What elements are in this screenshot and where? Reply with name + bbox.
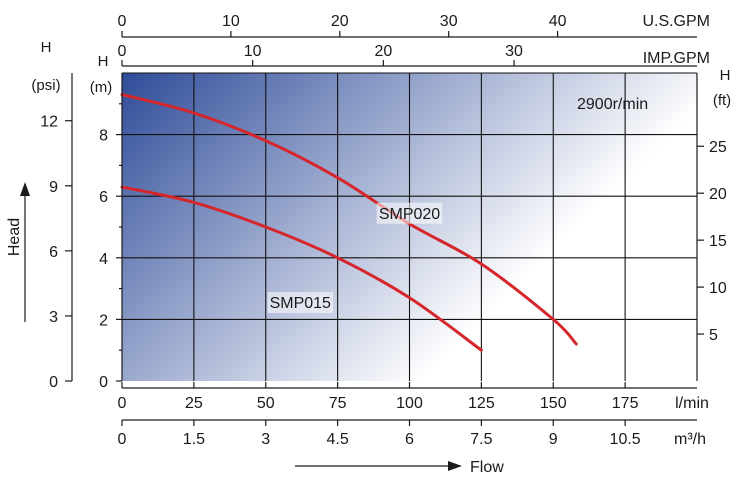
y-ft-tick-label: 15 [709, 233, 727, 250]
x-usgpm-tick-label: 10 [222, 13, 240, 30]
x-lmin-tick-label: 0 [118, 395, 127, 412]
x-usgpm-unit: U.S.GPM [642, 13, 710, 30]
x-m3h-unit: m³/h [674, 431, 706, 448]
y-psi-tick-label: 0 [49, 374, 58, 391]
x-usgpm-tick-label: 40 [549, 13, 567, 30]
x-lmin-tick-label: 125 [468, 395, 495, 412]
x-impgpm-tick-label: 20 [374, 43, 392, 60]
x-impgpm-unit: IMP.GPM [643, 50, 710, 67]
y-ft-tick-label: 10 [709, 280, 727, 297]
x-impgpm-tick-label: 10 [244, 43, 262, 60]
x-m3h-tick-label: 9 [549, 431, 558, 448]
y-psi-tick-label: 9 [49, 179, 58, 196]
x-m3h-tick-label: 3 [261, 431, 270, 448]
y-m-tick-label: 6 [99, 189, 108, 206]
curve-label-bg [376, 202, 443, 224]
x-lmin-tick-label: 175 [612, 395, 639, 412]
y-ft-tick-label: 5 [709, 327, 718, 344]
x-usgpm-tick-label: 30 [440, 13, 458, 30]
x-lmin-tick-label: 100 [396, 395, 423, 412]
x-impgpm-tick-label: 0 [118, 43, 127, 60]
y-psi-tick-label: 3 [49, 309, 58, 326]
y-ft-unit-top: H [720, 67, 731, 84]
curve-label-smp020: SMP020 [379, 206, 440, 223]
curve-label-bg [267, 292, 334, 314]
x-m3h-tick-label: 6 [405, 431, 414, 448]
y-psi-unit-top: H [41, 39, 52, 56]
x-m3h-tick-label: 0 [118, 431, 127, 448]
y-m-unit-bottom: (m) [90, 79, 113, 96]
x-usgpm-tick-label: 20 [331, 13, 349, 30]
y-m-unit-top: H [98, 53, 109, 70]
y-m-tick-label: 8 [99, 128, 108, 145]
axes: 0 2 4 6 8 H (m) 0 3 6 9 12 H (psi) 5 10 15 20 25 H (ft) 0 25 50… [31, 13, 731, 448]
curve-smp015 [120, 185, 483, 352]
arrow-up-icon [20, 182, 30, 196]
y-m-tick-label: 2 [99, 312, 108, 329]
x-m3h-tick-label: 7.5 [470, 431, 492, 448]
y-m-tick-label: 4 [99, 251, 108, 268]
x-m3h-tick-label: 10.5 [610, 431, 641, 448]
flow-label: Flow [470, 459, 504, 476]
x-m3h-tick-label: 4.5 [327, 431, 349, 448]
x-impgpm-tick-label: 30 [505, 43, 523, 60]
x-lmin-tick-label: 25 [185, 395, 203, 412]
y-psi-unit-bottom: (psi) [31, 77, 60, 94]
y-ft-tick-label: 20 [709, 186, 727, 203]
y-psi-tick-label: 12 [40, 114, 58, 131]
x-lmin-unit: l/min [675, 395, 709, 412]
arrow-right-icon [448, 461, 462, 471]
x-m3h-tick-label: 1.5 [183, 431, 205, 448]
flow-axis-title: Flow [295, 459, 504, 476]
x-lmin-tick-label: 150 [540, 395, 567, 412]
y-psi-tick-label: 6 [49, 244, 58, 261]
x-lmin-tick-label: 50 [257, 395, 275, 412]
y-m-tick-label: 0 [99, 374, 108, 391]
head-label: Head [6, 218, 23, 256]
x-usgpm-tick-label: 0 [118, 13, 127, 30]
y-ft-unit-bottom: (ft) [713, 92, 731, 109]
speed-annotation: 2900r/min [577, 96, 648, 113]
curve-labels: SMP020 SMP015 [267, 202, 443, 314]
head-axis-title: Head [6, 182, 30, 322]
curve-label-smp015: SMP015 [270, 295, 331, 312]
y-ft-tick-label: 25 [709, 139, 727, 156]
x-lmin-tick-label: 75 [329, 395, 347, 412]
